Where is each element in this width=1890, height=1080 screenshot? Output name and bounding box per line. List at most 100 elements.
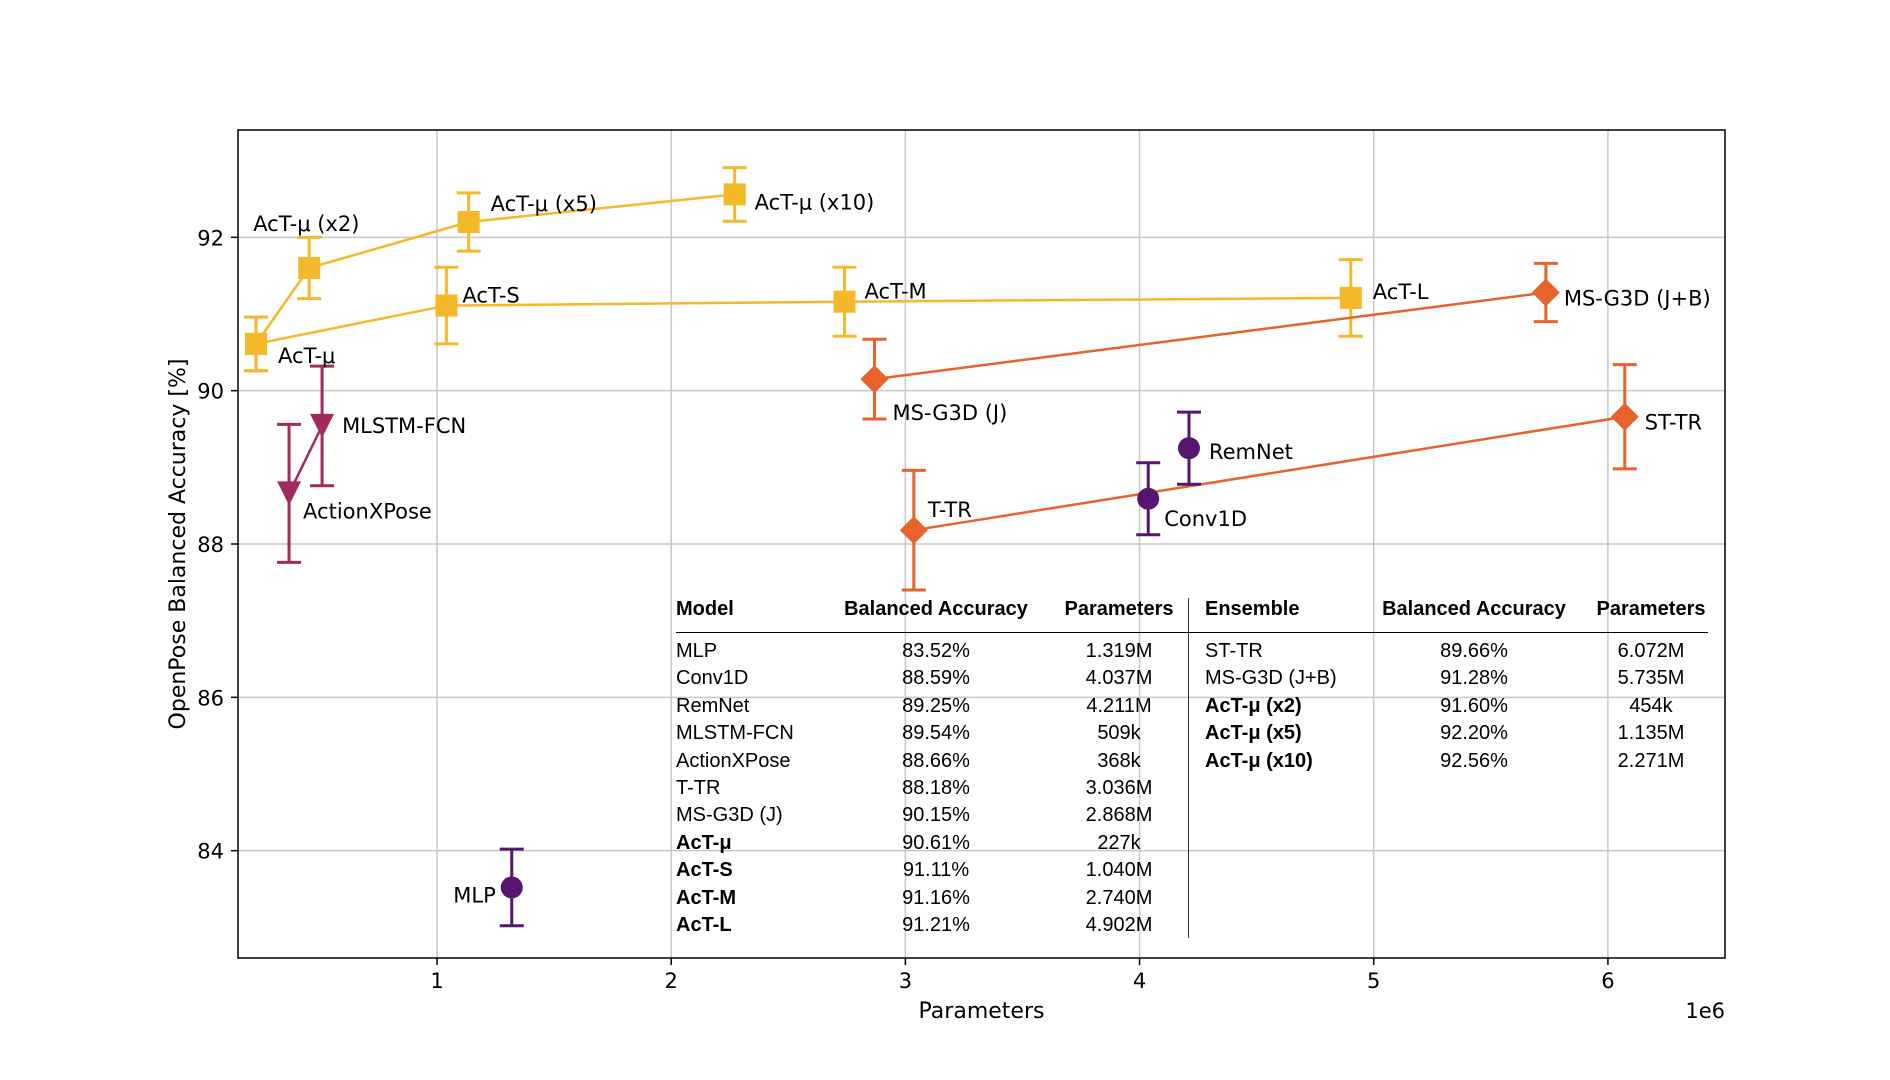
cell-accuracy: 91.60% — [1440, 694, 1508, 717]
point-label: ActionXPose — [303, 499, 432, 523]
cell-parameters: 454k — [1629, 694, 1673, 717]
header-parameters: Parameters — [1596, 598, 1706, 620]
point-label: AcT-μ (x5) — [491, 192, 597, 216]
cell-accuracy: 88.66% — [902, 749, 970, 772]
cell-accuracy: 91.16% — [902, 886, 970, 909]
series-st-tr — [899, 363, 1639, 592]
header-model: Model — [676, 598, 734, 620]
cell-parameters: 227k — [1097, 831, 1141, 854]
results-table: Model Balanced Accuracy Parameters Ensemble… — [676, 598, 1710, 938]
cell-parameters: 2.271M — [1617, 749, 1685, 772]
data-point-square — [833, 290, 856, 313]
y-tick-label: 88 — [197, 533, 224, 557]
series-act-ensembles — [244, 166, 747, 373]
table-header-right: Ensemble Balanced Accuracy Parameters — [676, 598, 1710, 626]
table-row: RemNet 89.25% 4.211M — [676, 695, 1710, 723]
table-row: MLSTM-FCN 89.54% 509k — [676, 722, 1710, 750]
y-tick-label: 92 — [197, 226, 224, 250]
cell-accuracy: 90.15% — [902, 804, 970, 827]
cell-accuracy: 91.11% — [902, 859, 970, 882]
data-point-diamond — [899, 516, 928, 545]
point-label: Conv1D — [1164, 507, 1247, 531]
data-point-diamond — [860, 365, 889, 394]
cell-accuracy: 88.18% — [902, 777, 970, 799]
cell-accuracy: 89.25% — [902, 694, 970, 717]
x-axis-label: Parameters — [919, 999, 1045, 1024]
series-line — [255, 193, 735, 345]
x-tick-label: 3 — [899, 969, 912, 993]
y-tick-label: 86 — [197, 686, 224, 710]
cell-model: ST-TR — [1205, 640, 1263, 662]
cell-parameters: 1.319M — [1085, 640, 1153, 662]
data-point-diamond — [1531, 278, 1560, 307]
point-labels: AcT-μ AcT-S AcT-M AcT-L AcT-μ (x2) AcT-μ (x5)… — [253, 190, 1711, 907]
series-cnn-mlp — [499, 410, 1201, 928]
cell-parameters: 2.740M — [1085, 886, 1153, 909]
header-accuracy: Balanced Accuracy — [1382, 598, 1566, 620]
grid — [238, 130, 1725, 958]
cell-parameters: 4.211M — [1086, 694, 1152, 717]
point-label: AcT-μ (x2) — [253, 212, 359, 236]
table-row: MLP 83.52% 1.319M — [676, 640, 1710, 668]
cell-accuracy: 88.59% — [902, 667, 970, 690]
cell-model: AcT-M — [676, 886, 736, 909]
point-label: AcT-μ (x10) — [755, 190, 875, 214]
cell-model: RemNet — [676, 694, 750, 717]
cell-model: AcT-μ — [676, 831, 732, 854]
data-point-circle — [500, 876, 523, 899]
table-row: AcT-L 91.21% 4.902M — [676, 914, 1710, 942]
table-row: Conv1D 88.59% 4.037M — [676, 667, 1710, 695]
y-axis-label: OpenPose Balanced Accuracy [%] — [166, 359, 191, 730]
cell-accuracy: 83.52% — [902, 640, 970, 662]
data-point-circle — [1137, 487, 1160, 510]
point-label: MS-G3D (J+B) — [1564, 287, 1711, 311]
cell-parameters: 1.135M — [1617, 722, 1685, 745]
point-label: MLP — [453, 883, 495, 907]
series-layer — [244, 166, 1639, 928]
table-row: ActionXPose 88.66% 368k — [676, 750, 1710, 778]
cell-model: AcT-μ (x10) — [1205, 749, 1313, 772]
x-tick-label: 2 — [665, 969, 678, 993]
series-line — [255, 296, 1351, 346]
cell-parameters: 6.072M — [1617, 640, 1685, 662]
cell-model: ActionXPose — [676, 749, 791, 772]
cell-model: T-TR — [676, 777, 721, 799]
point-label: AcT-μ — [278, 344, 335, 368]
table-row: T-TR 88.18% 3.036M — [676, 777, 1710, 805]
header-accuracy: Balanced Accuracy — [844, 598, 1028, 620]
series-rnn — [277, 364, 335, 564]
table-row: MS-G3D (J+B) 91.28% 5.735M — [676, 667, 1710, 695]
cell-parameters: 5.735M — [1617, 667, 1685, 690]
point-label: AcT-M — [865, 280, 927, 304]
series-ms-g3d — [860, 261, 1560, 421]
data-point-square — [1339, 286, 1362, 309]
x-tick-label: 1 — [430, 969, 443, 993]
cell-parameters: 4.902M — [1085, 914, 1153, 936]
table-row: ST-TR 89.66% 6.072M — [676, 640, 1710, 668]
table-row: AcT-S 91.11% 1.040M — [676, 859, 1710, 887]
x-tick-label: 4 — [1133, 969, 1146, 993]
cell-parameters: 3.036M — [1085, 777, 1153, 799]
data-point-square — [245, 332, 268, 355]
data-point-diamond — [1610, 402, 1639, 431]
data-point-square — [298, 257, 321, 279]
table-row: AcT-M 91.16% 2.740M — [676, 887, 1710, 915]
point-label: T-TR — [927, 498, 972, 522]
point-label: ST-TR — [1645, 411, 1702, 435]
header-ensemble: Ensemble — [1205, 598, 1300, 620]
point-label: MLSTM-FCN — [342, 414, 466, 438]
cell-model: Conv1D — [676, 667, 749, 690]
cell-model: AcT-S — [676, 859, 733, 882]
table-header-left: Model Balanced Accuracy Parameters — [676, 598, 1710, 626]
point-label: MS-G3D (J) — [892, 401, 1007, 425]
data-point-triangle — [277, 481, 302, 506]
axes: 1 2 3 4 5 6 84 86 88 90 92 Parameters 1e6 OpenPose Ba… — [166, 226, 1725, 1024]
cell-model: MS-G3D (J) — [676, 804, 783, 827]
cell-model: AcT-μ (x2) — [1205, 694, 1302, 717]
data-point-circle — [1177, 437, 1200, 460]
cell-parameters: 1.040M — [1085, 859, 1153, 882]
x-axis-scale-label: 1e6 — [1685, 999, 1725, 1023]
table-header-rule — [676, 632, 1708, 633]
table-column-divider — [1188, 598, 1189, 938]
